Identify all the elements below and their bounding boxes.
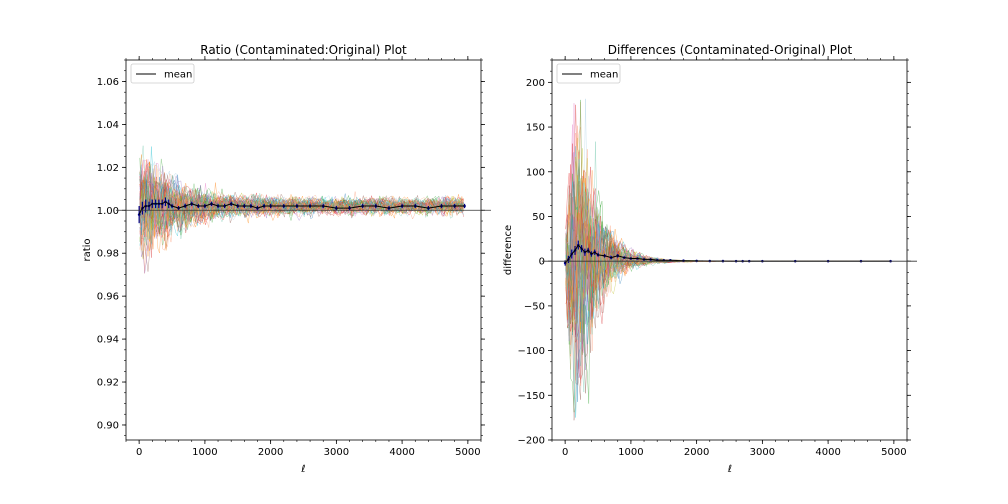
y-tick-label: 0.94 xyxy=(97,335,119,346)
x-tick-label: 0 xyxy=(136,447,142,458)
difference-legend-mean-label: mean xyxy=(590,70,618,81)
y-tick-label: 0.90 xyxy=(97,420,119,431)
mean-line xyxy=(138,201,465,215)
difference-legend: mean xyxy=(556,63,621,84)
y-tick-label: −200 xyxy=(518,436,545,447)
x-tick-label: 5000 xyxy=(455,447,480,458)
y-tick-label: 50 xyxy=(532,212,545,223)
difference-y-axis-label: difference xyxy=(503,225,514,275)
y-tick-label: 0.98 xyxy=(97,249,119,260)
ratio-ticks: 0 1000 2000 3000 4000 5000 0.90 0.92 0.94 0.96 0.9… xyxy=(97,56,485,458)
realization-line xyxy=(139,145,464,239)
y-tick-label: 1.00 xyxy=(97,206,119,217)
x-tick-label: 1000 xyxy=(192,447,217,458)
y-tick-label: 0.92 xyxy=(97,378,119,389)
y-tick-label: 1.06 xyxy=(97,77,119,88)
y-tick-label: −150 xyxy=(518,391,545,402)
y-tick-label: 0 xyxy=(539,257,545,268)
ratio-y-axis-label: ratio xyxy=(82,238,93,261)
y-tick-label: 150 xyxy=(526,123,545,134)
x-tick-label: 0 xyxy=(562,447,568,458)
y-tick-label: 0.96 xyxy=(97,292,119,303)
difference-legend-box xyxy=(556,63,621,84)
x-tick-label: 4000 xyxy=(815,447,840,458)
y-tick-label: −100 xyxy=(518,346,545,357)
y-tick-label: 1.04 xyxy=(97,120,119,131)
x-tick-label: 5000 xyxy=(881,447,906,458)
x-tick-label: 2000 xyxy=(258,447,283,458)
x-tick-label: 3000 xyxy=(324,447,349,458)
difference-panel-title: Differences (Contaminated-Original) Plot xyxy=(608,43,853,57)
ratio-legend-box xyxy=(130,63,195,84)
x-tick-label: 3000 xyxy=(750,447,775,458)
ratio-legend: mean xyxy=(130,63,195,84)
ratio-panel-title: Ratio (Contaminated:Original) Plot xyxy=(200,43,407,57)
ratio-axes-frame xyxy=(125,59,482,441)
ratio-plot-area xyxy=(137,145,466,274)
x-tick-label: 2000 xyxy=(684,447,709,458)
x-tick-label: 4000 xyxy=(389,447,414,458)
y-tick-label: −50 xyxy=(524,301,545,312)
y-tick-label: 200 xyxy=(526,78,545,89)
difference-ticks: 0 1000 2000 3000 4000 5000 −200 −150 −100 −50 0 50 1… xyxy=(518,56,911,458)
realization-line xyxy=(139,167,464,231)
ratio-x-axis-label: ℓ xyxy=(301,464,305,475)
difference-x-axis-label: ℓ xyxy=(728,464,732,475)
ratio-legend-mean-label: mean xyxy=(164,70,192,81)
y-tick-label: 1.02 xyxy=(97,163,119,174)
y-tick-label: 100 xyxy=(526,167,545,178)
ratio-panel: Ratio (Contaminated:Original) Plot 0 1000… xyxy=(82,43,485,475)
x-tick-label: 1000 xyxy=(618,447,643,458)
realization-line xyxy=(139,177,464,251)
